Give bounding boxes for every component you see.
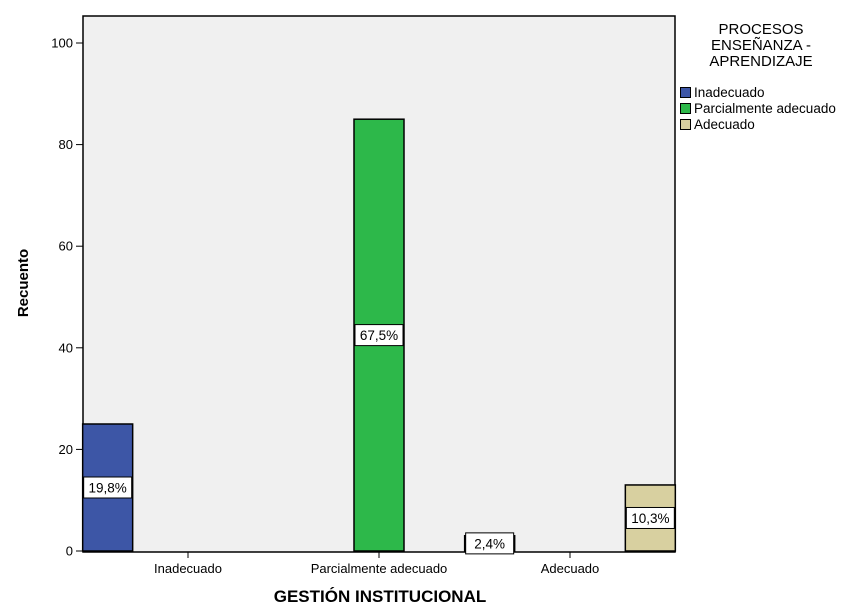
data-label-box xyxy=(465,532,515,555)
legend-item: Inadecuado xyxy=(680,84,836,100)
legend-label: Parcialmente adecuado xyxy=(694,100,836,116)
data-label: 10,3% xyxy=(631,511,669,526)
y-tick-label: 60 xyxy=(59,239,73,254)
data-label: 67,5% xyxy=(360,328,398,343)
legend-swatch xyxy=(680,86,691,98)
legend-swatch xyxy=(680,118,691,130)
y-tick-label: 20 xyxy=(59,442,73,457)
legend-item: Parcialmente adecuado xyxy=(680,100,836,116)
legend-label: Adecuado xyxy=(694,116,755,132)
x-tick-label: Adecuado xyxy=(541,561,600,576)
y-tick-label: 40 xyxy=(59,340,73,355)
y-axis: 0 20 40 60 80 100 xyxy=(51,36,83,559)
data-label-box xyxy=(625,506,675,529)
legend: Inadecuado Parcialmente adecuado Adecuado xyxy=(680,84,836,132)
data-label: 19,8% xyxy=(89,481,127,496)
data-label-box xyxy=(354,324,404,347)
legend-swatch xyxy=(680,102,691,114)
legend-label: Inadecuado xyxy=(694,84,765,100)
x-tick-label: Parcialmente adecuado xyxy=(311,561,448,576)
x-axis-title: GESTIÓN INSTITUCIONAL xyxy=(274,587,487,606)
legend-item: Adecuado xyxy=(680,116,836,132)
legend-title: PROCESOS ENSEÑANZA - APRENDIZAJE xyxy=(709,21,813,70)
bar-labels: 19,8% 2,4% 67,5% 10,3% xyxy=(83,324,675,555)
y-tick-label: 80 xyxy=(59,137,73,152)
y-axis-title: Recuento xyxy=(15,249,32,317)
x-tick-label: Inadecuado xyxy=(154,561,222,576)
data-label: 2,4% xyxy=(474,536,505,551)
x-axis: Inadecuado Parcialmente adecuado Adecuado xyxy=(154,552,599,576)
data-label-box xyxy=(83,476,133,499)
y-tick-label: 100 xyxy=(51,36,73,51)
y-tick-label: 0 xyxy=(66,544,73,559)
